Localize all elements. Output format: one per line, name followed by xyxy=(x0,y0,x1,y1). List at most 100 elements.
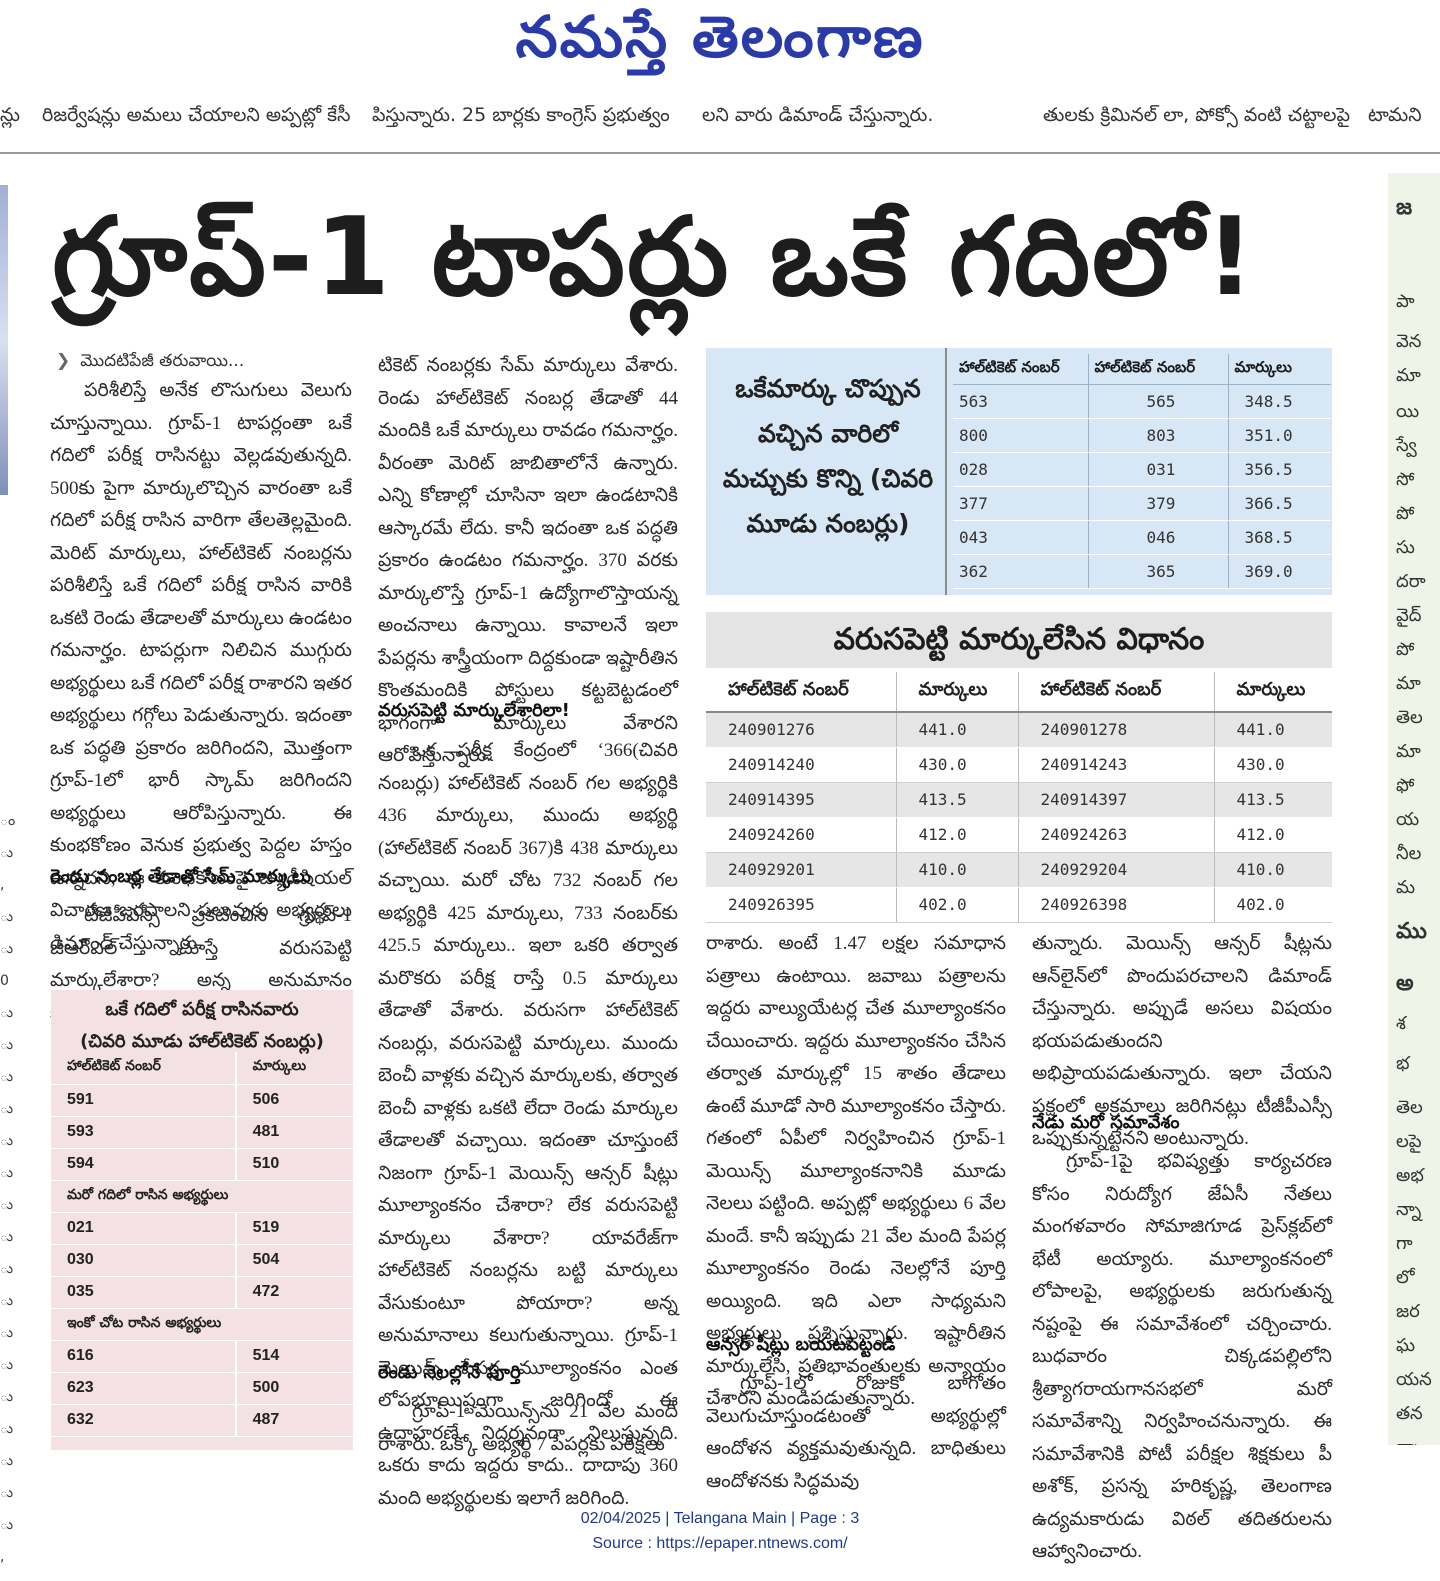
table-cell: 240924260 xyxy=(706,817,896,853)
edge-text-fragment: జర xyxy=(1396,1301,1420,1322)
edge-text-fragment: పో xyxy=(1396,503,1415,524)
edge-text-column: ంు,ుు 0ుుుుుుుుుుుుుుుుు, xyxy=(0,805,16,1573)
table-row: 377 379 366.5 xyxy=(953,486,1331,521)
edge-text-fragment: ు xyxy=(0,1037,13,1053)
table-cell: 519 xyxy=(234,1212,353,1245)
edition-info: 02/04/2025 | Telangana Main | Page : 3 xyxy=(580,1510,860,1527)
table-header-row: హాల్‌టికెట్ నంబర్ మార్కులు xyxy=(51,1052,353,1085)
edge-text-fragment: ు xyxy=(0,1325,13,1341)
edge-text-fragment: మా xyxy=(1396,741,1421,762)
table-cell: 506 xyxy=(234,1084,353,1117)
table-cell: 413.5 xyxy=(895,782,1018,818)
table-cell: 348.5 xyxy=(1227,384,1331,419)
table-cell: 430.0 xyxy=(895,747,1018,783)
table-cell: 412.0 xyxy=(895,817,1018,853)
table-cell: 514 xyxy=(234,1340,353,1373)
left-edge-strip: ంు,ుు 0ుుుుుుుుుుుుుుుుు, xyxy=(0,185,15,1565)
edge-text-fragment: స్వే xyxy=(1396,435,1417,456)
table-cell: 500 xyxy=(234,1372,353,1405)
article-paragraph: ఒక పరీక్ష కేంద్రంలో ‘366(చివరి నంబర్లు) … xyxy=(378,740,678,1509)
table-cell: 410.0 xyxy=(1213,852,1332,888)
masthead: నమస్తే తెలంగాణ xyxy=(0,0,1440,80)
table-cell: 441.0 xyxy=(895,712,1018,748)
edge-text-fragment: ు xyxy=(0,1261,13,1277)
table-cell: 616 xyxy=(51,1340,236,1373)
table-row: 594 510 xyxy=(51,1148,353,1181)
table-cell: 504 xyxy=(234,1244,353,1277)
edge-text-fragment: తెల xyxy=(1396,707,1423,728)
edge-text-fragment: ు xyxy=(0,1293,13,1309)
table-cell: 240929201 xyxy=(706,852,896,888)
edge-text-fragment: అభ xyxy=(1396,1165,1424,1186)
table-cell: 413.5 xyxy=(1213,782,1332,818)
ticker-fragment: తులకు క్రిమినల్ లా, పోక్సో వంటి చట్టాలపై xyxy=(1043,104,1350,126)
edge-text-fragment: 0 xyxy=(0,973,9,989)
ticker-fragment: లని వారు డిమాండ్ చేస్తున్నారు. xyxy=(702,104,934,126)
edge-text-fragment: య xyxy=(1396,809,1420,830)
article-paragraph: రాశారు. అంటే 1.47 లక్షల సమాధాన పత్రాలు ఉ… xyxy=(706,933,1006,1409)
table-row: 623 500 xyxy=(51,1372,353,1405)
edge-text-fragment: ఘ xyxy=(1396,1335,1416,1356)
table-row: 043 046 368.5 xyxy=(953,520,1331,555)
table-row: 021 519 xyxy=(51,1212,353,1245)
article-paragraph: తున్నారు. మెయిన్స్ ఆన్సర్ షీట్లను ఆన్‌లై… xyxy=(1032,933,1332,1149)
edge-text-fragment: మా xyxy=(1396,673,1421,694)
table-cell: 565 xyxy=(1087,384,1228,419)
subheading: రెండు నెలల్లోనే పూర్తి xyxy=(378,1362,521,1383)
table-row: 028 031 356.5 xyxy=(953,452,1331,487)
chevron-right-icon: ❯ xyxy=(56,351,71,371)
article-paragraph: పరిశీలిస్తే అనేక లొసుగులు వెలుగు చూస్తున… xyxy=(50,380,352,954)
table-cell: 028 xyxy=(953,452,1088,487)
table-cell: 240901278 xyxy=(1017,712,1214,748)
article-paragraph: టికెట్ నంబర్లకు సేమ్ మార్కులు వేశారు. రె… xyxy=(378,355,678,766)
table-row: 362 365 369.0 xyxy=(953,554,1331,589)
source-link[interactable]: Source : https://epaper.ntnews.com/ xyxy=(592,1535,848,1552)
table-row: 030 504 xyxy=(51,1244,353,1277)
edge-text-fragment: ు xyxy=(0,1101,13,1117)
edge-text-fragment: ు xyxy=(0,941,13,957)
article-column-2c: గ్రూప్-1 మెయిన్స్‌ను 21 వేల మంది రాశారు.… xyxy=(378,1396,678,1461)
table-cell: 043 xyxy=(953,520,1088,555)
article-column-4: తున్నారు. మెయిన్స్ ఆన్సర్ షీట్లను ఆన్‌లై… xyxy=(1032,928,1332,1156)
table-cell: 031 xyxy=(1087,452,1228,487)
table-row: 800 803 351.0 xyxy=(953,418,1331,453)
edge-text-fragment: పా xyxy=(1396,291,1415,312)
subheading: ఆన్సర్ షీట్లు బయటపెట్టండి xyxy=(706,1334,896,1355)
subheading: నేడు మరో సమావేశం xyxy=(1032,1112,1180,1133)
table-cell: 356.5 xyxy=(1227,452,1331,487)
table-cell: 240914243 xyxy=(1017,747,1214,783)
article-paragraph: గ్రూప్-1 మెయిన్స్‌ను 21 వేల మంది రాశారు.… xyxy=(378,1401,678,1455)
edge-text-fragment: ు xyxy=(0,845,13,861)
edge-text-fragment: తెల xyxy=(1396,1097,1423,1118)
table-cell: 379 xyxy=(1087,486,1228,521)
edge-text-fragment: ు xyxy=(0,1357,13,1373)
edge-text-fragment: న్నా xyxy=(1396,1437,1421,1445)
edge-text-fragment: జ xyxy=(1396,195,1413,220)
table-cell: 377 xyxy=(953,486,1088,521)
edge-text-fragment: లో xyxy=(1396,1267,1415,1288)
table-cell: 240914240 xyxy=(706,747,896,783)
edge-text-fragment: లపై xyxy=(1396,1131,1422,1152)
edge-text-fragment: సు xyxy=(1396,537,1415,558)
table-cell: 368.5 xyxy=(1227,520,1331,555)
table-row: 240914240 430.0 240914243 430.0 xyxy=(706,747,1332,783)
same-marks-table: హాల్‌టికెట్ నంబర్ హాల్‌టికెట్ నంబర్ మార్… xyxy=(953,354,1331,589)
divider xyxy=(0,152,1440,154)
section-label: ఇంకో చోట రాసిన అభ్యర్థులు xyxy=(51,1308,353,1341)
edge-text-fragment: ఫో xyxy=(1396,775,1415,796)
column-header: మార్కులు xyxy=(895,672,1018,713)
table-cell: 240914395 xyxy=(706,782,896,818)
table-cell: 800 xyxy=(953,418,1088,453)
same-room-table-box: ఒకే గదిలో పరీక్ష రాసినవారు (చివరి మూడు హ… xyxy=(51,990,353,1450)
table-cell: 035 xyxy=(51,1276,236,1309)
edge-text-fragment: ు xyxy=(0,909,13,925)
box-title: ఒకేమార్కు చొప్పున వచ్చిన వారిలో మచ్చుకు … xyxy=(722,374,934,538)
edge-text-fragment: భ xyxy=(1396,1053,1410,1074)
edge-text-fragment: అ xyxy=(1396,971,1414,996)
table-cell: 240929204 xyxy=(1017,852,1214,888)
page-footer: 02/04/2025 | Telangana Main | Page : 3 S… xyxy=(0,1506,1440,1556)
table-cell: 441.0 xyxy=(1213,712,1332,748)
column-header: హాల్‌టికెట్ నంబర్ xyxy=(1087,354,1228,385)
edge-text-fragment: ం xyxy=(0,813,16,829)
table-cell: 481 xyxy=(234,1116,353,1149)
